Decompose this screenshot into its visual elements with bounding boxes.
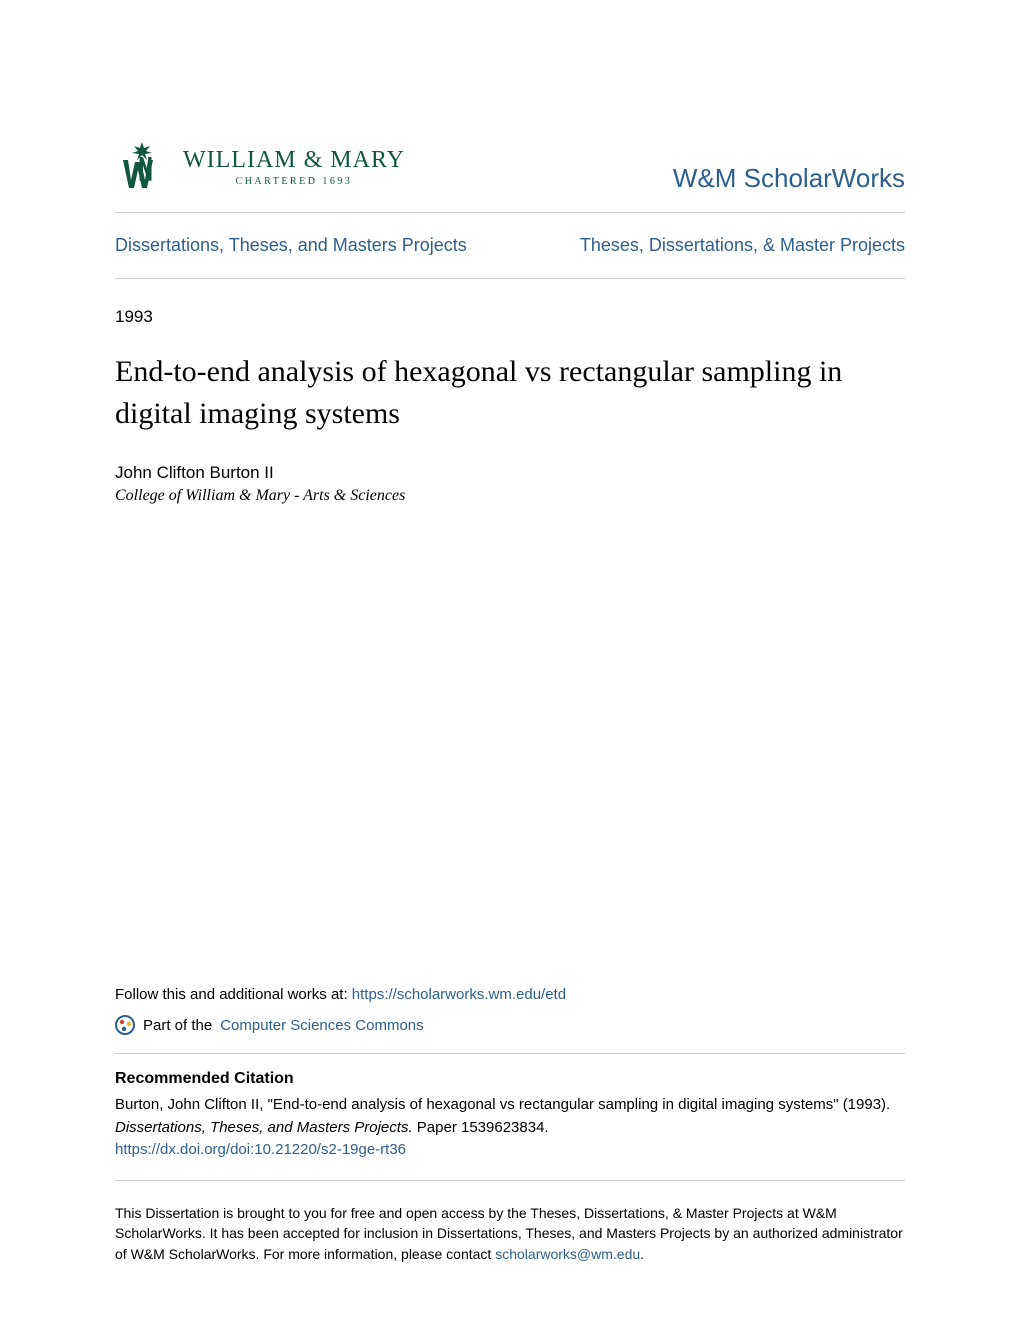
author-affiliation: College of William & Mary - Arts & Scien… [115,487,905,505]
nav-collection-link[interactable]: Dissertations, Theses, and Masters Proje… [115,235,467,256]
commons-network-icon[interactable] [115,1015,135,1035]
contact-email-link[interactable]: scholarworks@wm.edu [495,1246,640,1262]
wm-cipher-icon [115,140,169,194]
breadcrumb-nav: Dissertations, Theses, and Masters Proje… [115,213,905,278]
divider-citation-top [115,1053,905,1054]
citation-pre: Burton, John Clifton II, "End-to-end ana… [115,1096,890,1113]
institution-name: WILLIAM & MARY CHARTERED 1693 [183,147,405,187]
institution-logo[interactable]: WILLIAM & MARY CHARTERED 1693 [115,140,405,194]
follow-prefix: Follow this and additional works at: [115,986,352,1003]
citation-series: Dissertations, Theses, and Masters Proje… [115,1119,413,1136]
header: WILLIAM & MARY CHARTERED 1693 W&M Schola… [115,140,905,194]
nav-series-link[interactable]: Theses, Dissertations, & Master Projects [580,235,905,256]
document-title: End-to-end analysis of hexagonal vs rect… [115,351,905,435]
follow-url-link[interactable]: https://scholarworks.wm.edu/etd [352,986,566,1003]
citation-body: Burton, John Clifton II, "End-to-end ana… [115,1094,905,1139]
metadata-block: Follow this and additional works at: htt… [115,986,905,1264]
part-of-row: Part of the Computer Sciences Commons [115,1015,905,1035]
scholarworks-link[interactable]: W&M ScholarWorks [673,163,905,194]
divider-citation-bottom [115,1180,905,1181]
logo-line2: CHARTERED 1693 [183,176,405,187]
footer-post: . [640,1246,644,1262]
citation-heading: Recommended Citation [115,1070,905,1088]
doi-link[interactable]: https://dx.doi.org/doi:10.21220/s2-19ge-… [115,1141,905,1158]
divider-bottom [115,278,905,279]
publication-year: 1993 [115,307,905,327]
citation-post: Paper 1539623834. [413,1119,549,1136]
access-statement: This Dissertation is brought to you for … [115,1203,905,1264]
partof-prefix: Part of the [143,1017,212,1034]
logo-line1: WILLIAM & MARY [183,147,405,174]
commons-link[interactable]: Computer Sciences Commons [220,1017,423,1034]
author-name: John Clifton Burton II [115,463,905,483]
follow-works: Follow this and additional works at: htt… [115,986,905,1003]
